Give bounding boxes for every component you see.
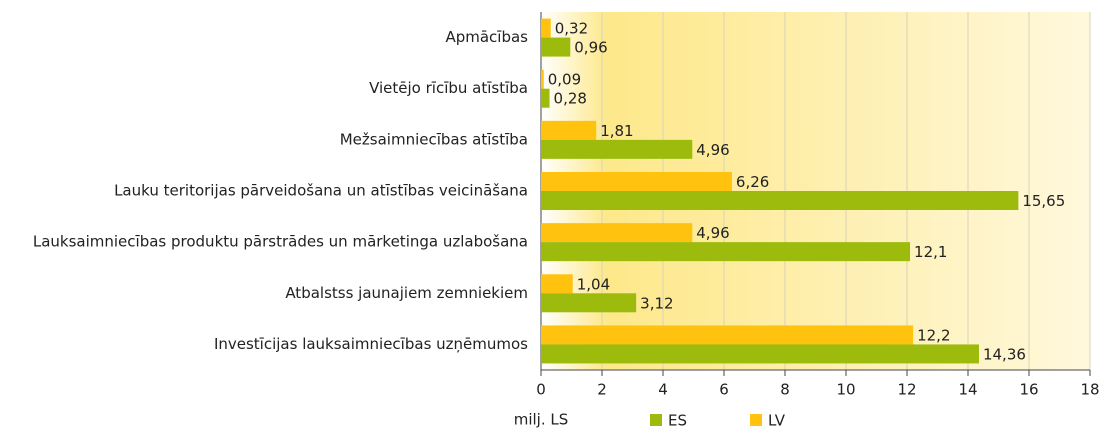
x-tick-label: 0 xyxy=(536,381,546,399)
legend-swatch xyxy=(650,414,662,426)
bar xyxy=(541,274,573,294)
x-axis-label: milj. LS xyxy=(514,411,569,429)
x-tick-label: 12 xyxy=(897,381,916,399)
x-tick-label: 2 xyxy=(597,381,607,399)
data-label: 6,26 xyxy=(736,173,769,191)
data-label: 12,1 xyxy=(914,243,947,261)
bar xyxy=(541,172,732,191)
data-label: 15,65 xyxy=(1022,192,1065,210)
x-tick-label: 8 xyxy=(780,381,790,399)
y-tick-label: Vietējo rīcību atīstība xyxy=(369,79,528,97)
x-tick-label: 14 xyxy=(958,381,977,399)
data-label: 0,32 xyxy=(555,20,588,38)
bar xyxy=(541,139,693,159)
y-tick-label: Apmācības xyxy=(445,28,528,46)
x-tick-label: 4 xyxy=(658,381,668,399)
data-label: 1,04 xyxy=(577,275,610,293)
data-label: 14,36 xyxy=(983,345,1026,363)
bar xyxy=(541,88,550,108)
y-tick-label: Mežsaimniecības atīstība xyxy=(340,130,528,148)
bar xyxy=(541,120,597,140)
y-tick-label: Lauku teritorijas pārveidošana un atīstī… xyxy=(114,182,528,200)
data-label: 0,09 xyxy=(548,71,581,89)
data-label: 0,96 xyxy=(574,39,607,57)
bar xyxy=(541,69,544,89)
x-tick-label: 10 xyxy=(836,381,855,399)
bar xyxy=(541,242,911,262)
legend-label: LV xyxy=(768,412,786,430)
bar xyxy=(541,344,979,364)
data-label: 4,96 xyxy=(696,224,729,242)
data-label: 0,28 xyxy=(554,90,587,108)
data-label: 12,2 xyxy=(917,326,950,344)
bar xyxy=(541,293,637,313)
data-label: 4,96 xyxy=(696,141,729,159)
legend-swatch xyxy=(750,414,762,426)
y-tick-label: Lauksaimniecības produktu pārstrādes un … xyxy=(33,233,528,251)
data-label: 1,81 xyxy=(600,122,633,140)
bar xyxy=(541,18,551,38)
legend-label: ES xyxy=(668,412,687,430)
y-tick-label: Atbalstss jaunajiem zemniekiem xyxy=(285,284,528,302)
bar xyxy=(541,191,1019,210)
y-tick-label: Investīcijas lauksaimniecības uzņēmumos xyxy=(214,335,528,353)
bar xyxy=(541,325,914,345)
data-label: 3,12 xyxy=(640,294,673,312)
bar xyxy=(541,223,693,243)
x-tick-label: 6 xyxy=(719,381,729,399)
x-tick-label: 18 xyxy=(1080,381,1099,399)
bar xyxy=(541,37,571,57)
x-tick-label: 16 xyxy=(1019,381,1038,399)
